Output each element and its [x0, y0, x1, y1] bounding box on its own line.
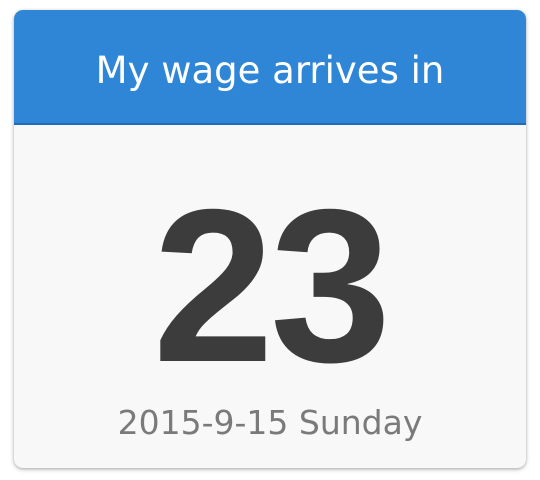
- card-title: My wage arrives in: [96, 52, 445, 89]
- days-remaining-number: 23: [14, 178, 526, 396]
- payday-date: 2015-9-15 Sunday: [14, 406, 526, 439]
- wage-countdown-card: My wage arrives in 23 2015-9-15 Sunday: [14, 10, 526, 468]
- card-header: My wage arrives in: [14, 10, 526, 125]
